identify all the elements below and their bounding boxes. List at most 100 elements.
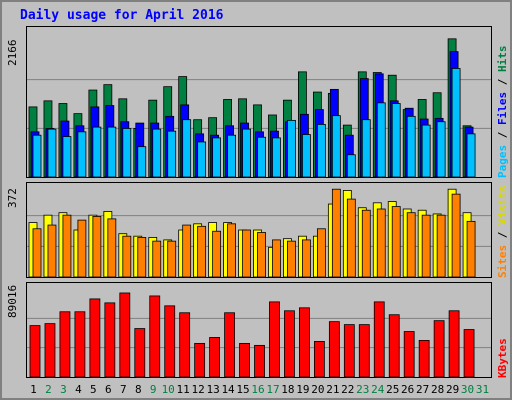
x-axis-day-labels: 1 2 3 4 5 6 7 8 9 10 11 12 13 14 15 16 17 18 19 20 21 22 23 24 2… (26, 383, 492, 397)
visits-sites-chart (27, 188, 491, 277)
legend-kbytes: KBytes (496, 338, 509, 378)
sites-bar (92, 216, 102, 277)
x-tick-label: 4 (75, 383, 82, 396)
kbytes-bar (388, 314, 400, 377)
sites-bar (242, 229, 251, 277)
x-tick-label: 29 (445, 383, 460, 396)
kbytes-bar (313, 341, 325, 377)
kbytes-bar (373, 301, 385, 377)
pages-bar (92, 126, 102, 177)
x-tick-label: 28 (430, 383, 445, 396)
kbytes-bar (164, 305, 176, 377)
x-tick-label: 13 (206, 383, 220, 396)
kbytes-bar (358, 324, 370, 377)
pages-bar (107, 126, 117, 177)
sites-bar (182, 224, 192, 277)
visits-sites-panel (26, 182, 492, 278)
sites-bar (316, 228, 326, 277)
kbytes-bar (463, 329, 475, 377)
kbytes-bar (59, 311, 71, 377)
x-tick-label: 14 (221, 383, 235, 396)
sites-bar (107, 218, 117, 277)
sites-bar (451, 193, 461, 277)
legend-sep: / (496, 225, 509, 245)
pages-bar (316, 124, 326, 177)
pages-bar (272, 137, 281, 177)
legend-sep: / (496, 72, 509, 92)
sites-bar (391, 206, 401, 277)
pages-bar (152, 128, 162, 177)
x-tick-label: 1 (30, 383, 37, 396)
pages-bar (137, 146, 147, 177)
sites-bar (376, 208, 386, 277)
x-tick-label: 15 (236, 383, 250, 396)
legend-pages: Pages (496, 144, 509, 178)
x-tick-label: 20 (311, 383, 325, 396)
kbytes-bar (104, 302, 116, 377)
x-tick-label: 11 (176, 383, 190, 396)
pages-bar (167, 130, 177, 177)
pages-bar (47, 128, 57, 177)
sites-bar (77, 219, 87, 277)
kbytes-bar (29, 325, 41, 377)
x-tick-label: 19 (296, 383, 310, 396)
sites-bar (421, 214, 431, 277)
sites-bar (331, 188, 341, 277)
pages-bar (182, 119, 192, 177)
sites-bar (32, 228, 42, 277)
kbytes-bar (433, 320, 445, 377)
x-tick-label: 22 (341, 383, 355, 396)
sites-bar (227, 223, 236, 277)
x-tick-label: 23 (356, 383, 370, 396)
kbytes-bar (149, 295, 161, 377)
sites-bar (197, 225, 207, 277)
sites-ymax-label: 372 (6, 188, 19, 208)
pages-bar (62, 136, 72, 177)
x-tick-label: 12 (191, 383, 205, 396)
legend-hits: Hits (496, 45, 509, 73)
sites-bar (272, 239, 281, 277)
kbytes-bar (134, 328, 146, 377)
sites-bar (137, 237, 147, 277)
sites-bar (302, 239, 311, 277)
pages-bar (227, 134, 236, 177)
kbytes-bar (224, 312, 235, 377)
sites-bar (406, 212, 416, 277)
x-tick-label: 10 (161, 383, 175, 396)
pages-bar (331, 115, 341, 177)
x-tick-label: 3 (60, 383, 67, 396)
kbytes-ymax-label: 89016 (6, 284, 19, 318)
x-tick-label: 8 (134, 383, 142, 396)
kbytes-bar (403, 331, 415, 377)
hits-files-pages-legend: Pages / Files / Hits (496, 28, 509, 179)
x-tick-label: 31 (475, 383, 490, 396)
kbytes-bar (448, 310, 460, 377)
hits-files-pages-panel (26, 26, 492, 178)
kbytes-bar (299, 307, 310, 377)
x-tick-label: 16 (251, 383, 265, 396)
hits-ymax-label: 2166 (6, 39, 19, 67)
x-tick-label: 18 (281, 383, 295, 396)
x-tick-label: 25 (386, 383, 400, 396)
pages-bar (197, 141, 207, 177)
pages-bar (302, 134, 311, 177)
kbytes-bar (254, 344, 265, 377)
sites-bar (361, 209, 371, 277)
x-tick-label: 7 (119, 383, 127, 396)
legend-sep: / (496, 125, 509, 145)
x-tick-label: 2 (45, 383, 52, 396)
pages-bar (242, 128, 251, 177)
kbytes-bar (89, 298, 101, 377)
pages-bar (346, 154, 356, 177)
kbytes-chart (27, 292, 491, 377)
pages-bar (376, 102, 386, 177)
x-tick-label: 6 (105, 383, 112, 396)
legend-files: Files (496, 91, 509, 125)
sites-bar (152, 240, 162, 277)
chart-title: Daily usage for April 2016 (20, 8, 224, 23)
x-tick-label: 27 (416, 383, 430, 396)
x-tick-label: 5 (90, 383, 97, 396)
kbytes-panel (26, 282, 492, 378)
sites-bar (466, 220, 476, 277)
pages-bar (436, 121, 446, 177)
